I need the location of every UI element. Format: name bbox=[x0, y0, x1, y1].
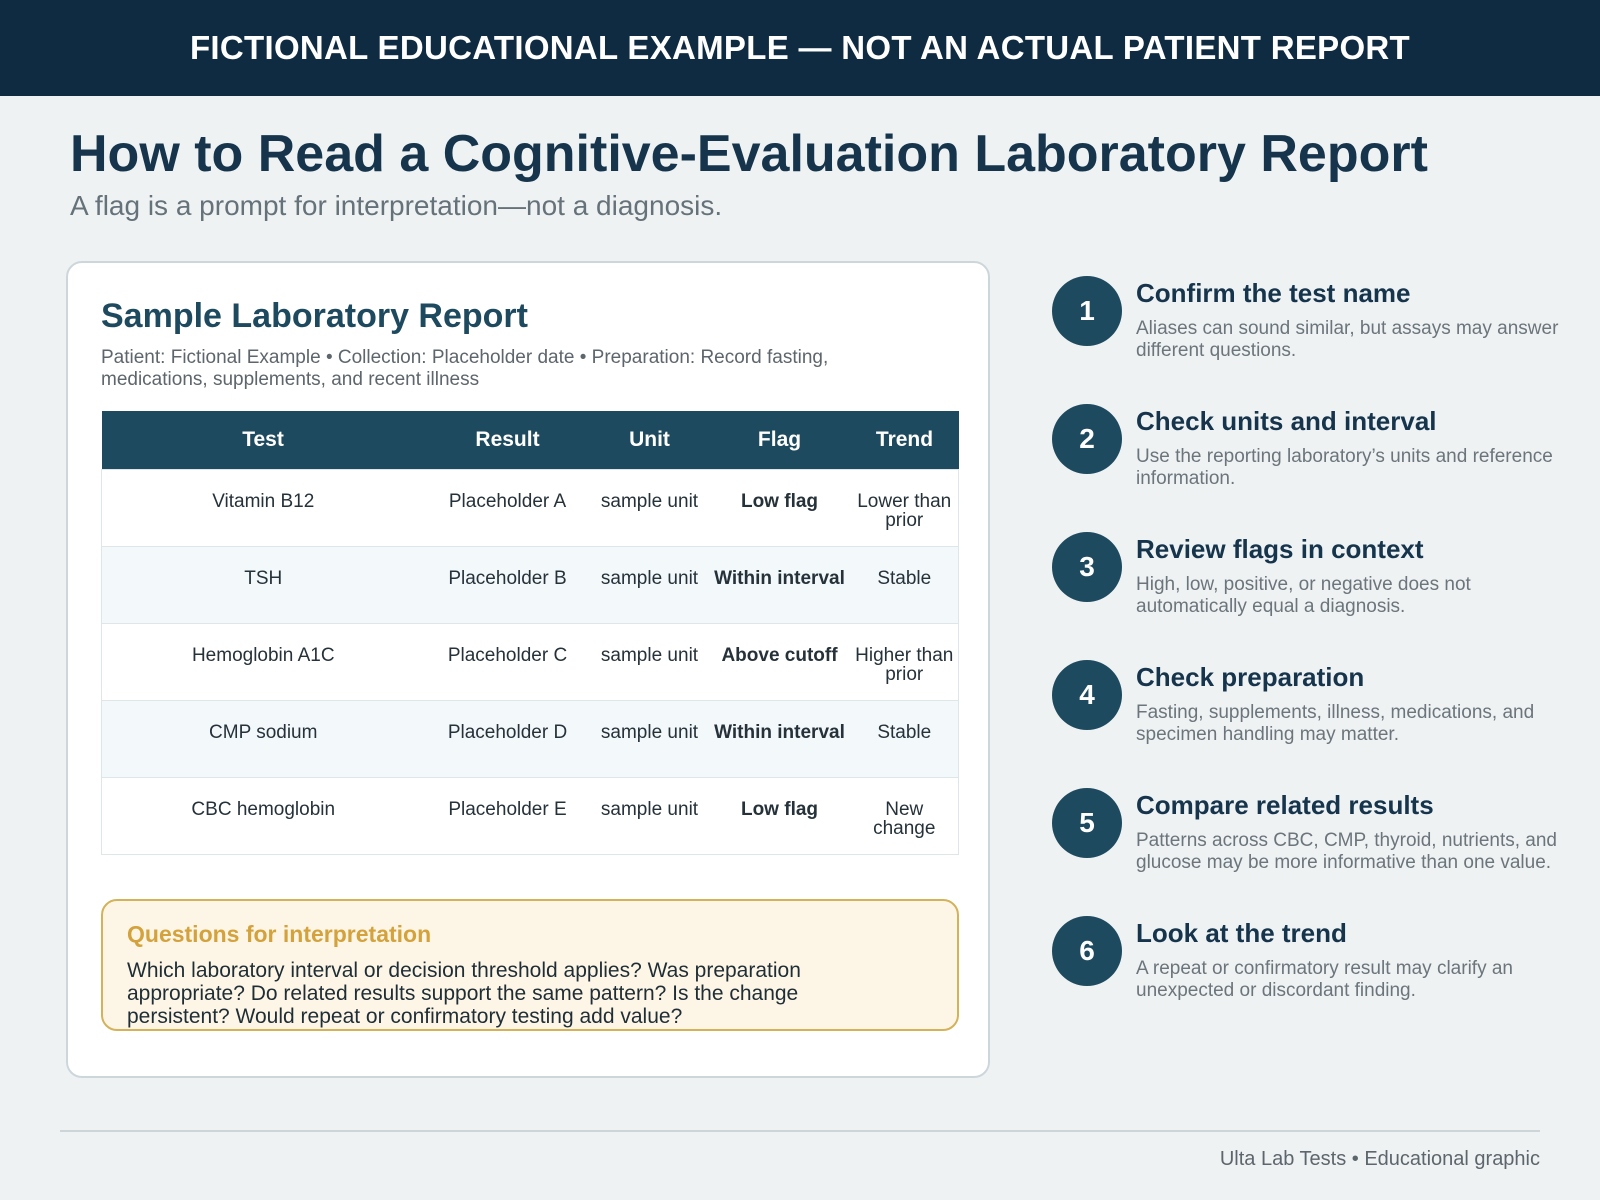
table-row: CMP sodium Placeholder D sample unit Wit… bbox=[101, 700, 959, 778]
unit-cell: sample unit bbox=[590, 623, 709, 701]
step-description: High, low, positive, or negative does no… bbox=[1136, 574, 1471, 617]
column-header-result: Result bbox=[424, 411, 591, 470]
step-number-badge: 6 bbox=[1052, 916, 1122, 986]
step-6: 6 Look at the trend A repeat or confirma… bbox=[1052, 916, 1572, 1036]
step-2: 2 Check units and interval Use the repor… bbox=[1052, 404, 1572, 524]
table-row: TSH Placeholder B sample unit Within int… bbox=[101, 546, 959, 624]
step-title: Check preparation bbox=[1136, 662, 1365, 692]
questions-title: Questions for interpretation bbox=[127, 921, 432, 947]
step-title: Look at the trend bbox=[1136, 918, 1347, 948]
step-description: Use the reporting laboratory’s units and… bbox=[1136, 446, 1553, 489]
step-description: Patterns across CBC, CMP, thyroid, nutri… bbox=[1136, 830, 1557, 873]
trend-cell: Stable bbox=[850, 546, 959, 624]
test-cell: Vitamin B12 bbox=[101, 469, 425, 547]
step-description: A repeat or confirmatory result may clar… bbox=[1136, 958, 1513, 1001]
questions-body: Which laboratory interval or decision th… bbox=[127, 959, 801, 1028]
step-title: Review flags in context bbox=[1136, 534, 1424, 564]
table-row: Vitamin B12 Placeholder A sample unit Lo… bbox=[101, 469, 959, 547]
lab-results-table: Test Result Unit Flag Trend Vitamin B12 … bbox=[101, 411, 959, 855]
step-title: Confirm the test name bbox=[1136, 278, 1411, 308]
step-title: Check units and interval bbox=[1136, 406, 1437, 436]
footer-credit: Ulta Lab Tests • Educational graphic bbox=[1219, 1148, 1540, 1170]
column-header-unit: Unit bbox=[590, 411, 709, 470]
result-cell: Placeholder E bbox=[424, 777, 591, 855]
sample-report-card: Sample Laboratory Report Patient: Fictio… bbox=[66, 261, 990, 1078]
result-cell: Placeholder D bbox=[424, 700, 591, 778]
trend-cell: New change bbox=[850, 777, 959, 855]
flag-cell: Low flag bbox=[708, 777, 851, 855]
step-3: 3 Review flags in context High, low, pos… bbox=[1052, 532, 1572, 652]
flag-cell: Low flag bbox=[708, 469, 851, 547]
result-cell: Placeholder A bbox=[424, 469, 591, 547]
trend-cell: Stable bbox=[850, 700, 959, 778]
trend-cell: Lower than prior bbox=[850, 469, 959, 547]
step-number-badge: 4 bbox=[1052, 660, 1122, 730]
step-title: Compare related results bbox=[1136, 790, 1434, 820]
unit-cell: sample unit bbox=[590, 546, 709, 624]
flag-cell: Above cutoff bbox=[708, 623, 851, 701]
trend-cell: Higher than prior bbox=[850, 623, 959, 701]
step-4: 4 Check preparation Fasting, supplements… bbox=[1052, 660, 1572, 780]
unit-cell: sample unit bbox=[590, 700, 709, 778]
column-header-trend: Trend bbox=[850, 411, 959, 470]
interpretation-questions-box: Questions for interpretation Which labor… bbox=[101, 899, 959, 1031]
result-cell: Placeholder B bbox=[424, 546, 591, 624]
page-subtitle: A flag is a prompt for interpretation—no… bbox=[70, 190, 723, 221]
step-number-badge: 1 bbox=[1052, 276, 1122, 346]
step-5: 5 Compare related results Patterns acros… bbox=[1052, 788, 1572, 908]
step-number-badge: 5 bbox=[1052, 788, 1122, 858]
column-header-flag: Flag bbox=[708, 411, 851, 470]
test-cell: Hemoglobin A1C bbox=[101, 623, 425, 701]
disclaimer-banner: FICTIONAL EDUCATIONAL EXAMPLE — NOT AN A… bbox=[0, 0, 1600, 96]
footer-divider bbox=[60, 1130, 1540, 1132]
result-cell: Placeholder C bbox=[424, 623, 591, 701]
step-number-badge: 3 bbox=[1052, 532, 1122, 602]
test-cell: CMP sodium bbox=[101, 700, 425, 778]
step-number-badge: 2 bbox=[1052, 404, 1122, 474]
step-description: Fasting, supplements, illness, medicatio… bbox=[1136, 702, 1535, 745]
flag-cell: Within interval bbox=[708, 546, 851, 624]
test-cell: TSH bbox=[101, 546, 425, 624]
table-row: Hemoglobin A1C Placeholder C sample unit… bbox=[101, 623, 959, 701]
unit-cell: sample unit bbox=[590, 469, 709, 547]
step-description: Aliases can sound similar, but assays ma… bbox=[1136, 318, 1559, 361]
step-1: 1 Confirm the test name Aliases can soun… bbox=[1052, 276, 1572, 396]
test-cell: CBC hemoglobin bbox=[101, 777, 425, 855]
report-meta: Patient: Fictional Example • Collection:… bbox=[101, 347, 829, 390]
report-title: Sample Laboratory Report bbox=[101, 297, 528, 335]
column-header-test: Test bbox=[101, 411, 425, 470]
unit-cell: sample unit bbox=[590, 777, 709, 855]
page-title: How to Read a Cognitive-Evaluation Labor… bbox=[70, 125, 1428, 183]
table-row: CBC hemoglobin Placeholder E sample unit… bbox=[101, 777, 959, 855]
flag-cell: Within interval bbox=[708, 700, 851, 778]
table-header-row: Test Result Unit Flag Trend bbox=[101, 411, 959, 470]
